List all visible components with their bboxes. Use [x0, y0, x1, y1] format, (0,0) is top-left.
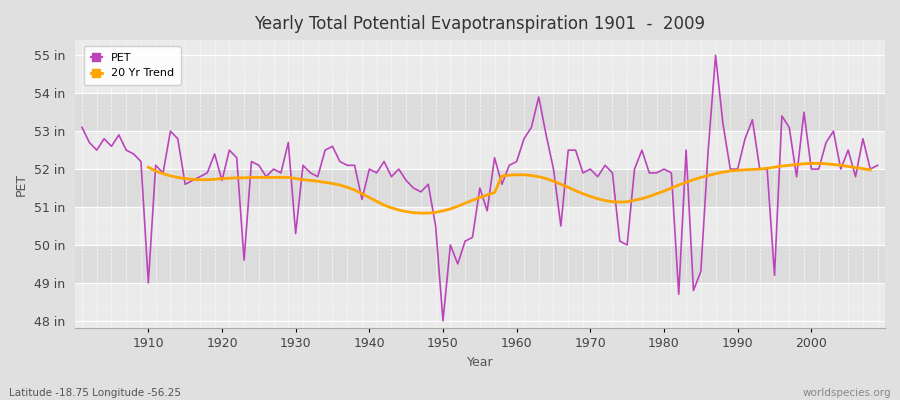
- Bar: [75, 169, 885, 207]
- Title: Yearly Total Potential Evapotranspiration 1901  -  2009: Yearly Total Potential Evapotranspiratio…: [255, 15, 706, 33]
- Y-axis label: PET: PET: [15, 173, 28, 196]
- Legend: PET, 20 Yr Trend: PET, 20 Yr Trend: [85, 46, 181, 85]
- Text: worldspecies.org: worldspecies.org: [803, 388, 891, 398]
- Text: Latitude -18.75 Longitude -56.25: Latitude -18.75 Longitude -56.25: [9, 388, 181, 398]
- Bar: [75, 93, 885, 131]
- Bar: [75, 283, 885, 321]
- Bar: [75, 245, 885, 283]
- Bar: [75, 131, 885, 169]
- Bar: [75, 207, 885, 245]
- X-axis label: Year: Year: [466, 356, 493, 369]
- Bar: [75, 55, 885, 93]
